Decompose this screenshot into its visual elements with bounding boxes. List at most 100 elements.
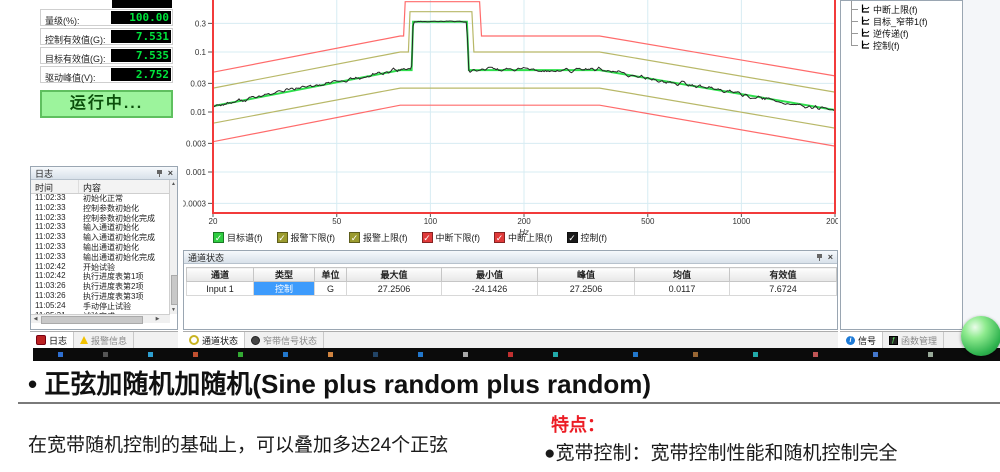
column-header[interactable]: 类型: [253, 267, 315, 282]
tab-日志[interactable]: 日志: [30, 332, 75, 348]
tab-窄带信号状态[interactable]: 窄带信号状态: [245, 332, 325, 348]
log-content: 控制参数初始化: [83, 203, 139, 213]
log-entry[interactable]: 11:02:33 输出通道初始化: [31, 242, 170, 252]
log-col-content: 内容: [83, 183, 102, 193]
status-sphere-icon[interactable]: [961, 316, 1000, 356]
log-content: 输出通道初始化完成: [83, 252, 155, 262]
log-content: 输入通道初始化: [83, 223, 139, 233]
tree-item[interactable]: 目标_窄带1(f): [851, 15, 928, 27]
svg-text:0.001: 0.001: [186, 168, 207, 177]
signal-waveform-icon: [861, 4, 870, 15]
log-entry[interactable]: 11:02:33 控制参数初始化完成: [31, 213, 170, 223]
legend-checkbox[interactable]: ✓: [566, 232, 578, 243]
taskbar-icon: [873, 352, 878, 357]
taskbar-icon: [328, 352, 333, 357]
pin-icon[interactable]: [816, 253, 823, 262]
tab-通道状态[interactable]: 通道状态: [183, 332, 246, 348]
scroll-up-icon[interactable]: ▲: [171, 181, 176, 187]
log-entry[interactable]: 11:05:24 手动停止试验: [31, 301, 170, 311]
close-icon[interactable]: ×: [167, 167, 173, 178]
log-vertical-scrollbar[interactable]: ▲ ▼: [169, 180, 178, 314]
log-time: 11:05:24: [35, 300, 66, 310]
legend-checkbox[interactable]: ✓: [276, 232, 288, 243]
log-time: 11:02:33: [35, 193, 66, 202]
log-entry[interactable]: 11:02:33 控制参数初始化: [31, 203, 170, 213]
function-icon: [889, 335, 899, 345]
readout-label: 量级(%):: [45, 16, 80, 26]
legend-label: 中断下限(f): [435, 233, 481, 243]
tree-item[interactable]: 中断上限(f): [851, 3, 918, 15]
legend-checkbox[interactable]: ✓: [421, 232, 433, 243]
scroll-thumb[interactable]: [41, 316, 143, 324]
run-status-button[interactable]: 运行中...: [40, 90, 173, 118]
log-horizontal-scrollbar[interactable]: ◀ ▶: [31, 314, 170, 324]
table-row[interactable]: Input 1 控制 G 27.2506 -24.1426 27.2506 0.0117 7.…: [186, 281, 837, 296]
log-entry[interactable]: 11:02:33 输出通道初始化完成: [31, 252, 170, 262]
column-header[interactable]: 最小值: [441, 267, 538, 282]
tree-item[interactable]: 逆传递(f): [851, 27, 909, 39]
log-entry[interactable]: 11:02:33 初始化正常: [31, 193, 170, 203]
column-header[interactable]: 单位: [314, 267, 347, 282]
svg-text:0.03: 0.03: [190, 79, 206, 88]
doc-feature-item: ●宽带控制：宽带控制性能和随机控制完全: [544, 443, 898, 464]
log-entry[interactable]: 11:02:42 开始试验: [31, 262, 170, 272]
log-entry[interactable]: 11:02:33 输入通道初始化: [31, 222, 170, 232]
taskbar-icon: [553, 352, 558, 357]
legend-item[interactable]: ✓ 中断下限(f): [421, 231, 481, 244]
legend-item[interactable]: ✓ 目标谱(f): [213, 231, 263, 244]
legend-item[interactable]: ✓ 报警下限(f): [276, 231, 335, 244]
log-content: 输入通道初始化完成: [83, 233, 155, 243]
readout-label: 目标有效值(G):: [45, 54, 106, 64]
readout-value: 100.00: [111, 11, 171, 24]
log-entry[interactable]: 11:03:26 执行进度表第2项: [31, 281, 170, 291]
svg-text:Hz: Hz: [519, 228, 529, 237]
column-header[interactable]: 通道: [186, 267, 254, 282]
taskbar-icon: [928, 352, 933, 357]
svg-text:0.01: 0.01: [190, 108, 206, 117]
log-time: 11:02:42: [35, 261, 66, 271]
column-header[interactable]: 峰值: [537, 267, 635, 282]
svg-text:20: 20: [209, 217, 218, 226]
log-tabstrip: 日志 报警信息: [30, 331, 178, 348]
column-header[interactable]: 均值: [634, 267, 730, 282]
tab-信号[interactable]: 信号: [840, 332, 884, 348]
readout-value: 2.752: [111, 68, 171, 81]
table-cell: 0.0117: [634, 281, 730, 296]
legend-label: 控制(f): [580, 233, 608, 243]
close-icon[interactable]: ×: [827, 251, 833, 262]
log-entry[interactable]: 11:03:26 执行进度表第3项: [31, 291, 170, 301]
tab-label: 信号: [858, 335, 877, 346]
tab-函数管理[interactable]: 函数管理: [883, 332, 945, 348]
log-time: 11:02:33: [35, 242, 66, 251]
legend-item[interactable]: ✓ 报警上限(f): [349, 231, 408, 244]
svg-text:0.003: 0.003: [186, 139, 207, 148]
signal-tree-panel: 中断上限(f) 目标_窄带1(f) 逆传递(f) 控制(f): [840, 0, 963, 330]
legend-checkbox[interactable]: ✓: [213, 232, 224, 243]
log-content: 执行进度表第3项: [83, 292, 144, 301]
tree-item-label: 逆传递(f): [873, 28, 909, 39]
legend-item[interactable]: ✓ 中断上限(f): [494, 231, 553, 244]
doc-body-text: 在宽带随机控制的基础上，可以叠加多达24个正弦: [28, 435, 449, 456]
legend-item[interactable]: ✓ 控制(f): [566, 231, 608, 244]
legend-checkbox[interactable]: ✓: [349, 232, 360, 243]
legend-checkbox[interactable]: ✓: [494, 232, 505, 243]
tree-branch: [851, 32, 858, 34]
tab-报警信息[interactable]: 报警信息: [74, 332, 135, 348]
scroll-thumb[interactable]: [171, 275, 178, 305]
table-cell: Input 1: [186, 281, 254, 296]
scroll-down-icon[interactable]: ▼: [171, 307, 176, 313]
taskbar-icon: [508, 352, 513, 357]
log-entry[interactable]: 11:02:33 输入通道初始化完成: [31, 232, 170, 242]
scroll-right-icon[interactable]: ▶: [155, 316, 160, 322]
log-entry[interactable]: 11:02:42 执行进度表第1项: [31, 271, 170, 281]
pin-icon[interactable]: [156, 169, 163, 178]
scroll-left-icon[interactable]: ◀: [33, 316, 38, 322]
log-time: 11:02:33: [35, 251, 66, 261]
signal-waveform-icon: [861, 16, 870, 27]
tree-branch: [851, 8, 858, 10]
column-header[interactable]: 最大值: [346, 267, 442, 282]
tree-item-label: 中断上限(f): [873, 4, 918, 15]
taskbar-icon: [148, 352, 153, 357]
column-header[interactable]: 有效值: [729, 267, 837, 282]
tree-item[interactable]: 控制(f): [851, 39, 900, 51]
